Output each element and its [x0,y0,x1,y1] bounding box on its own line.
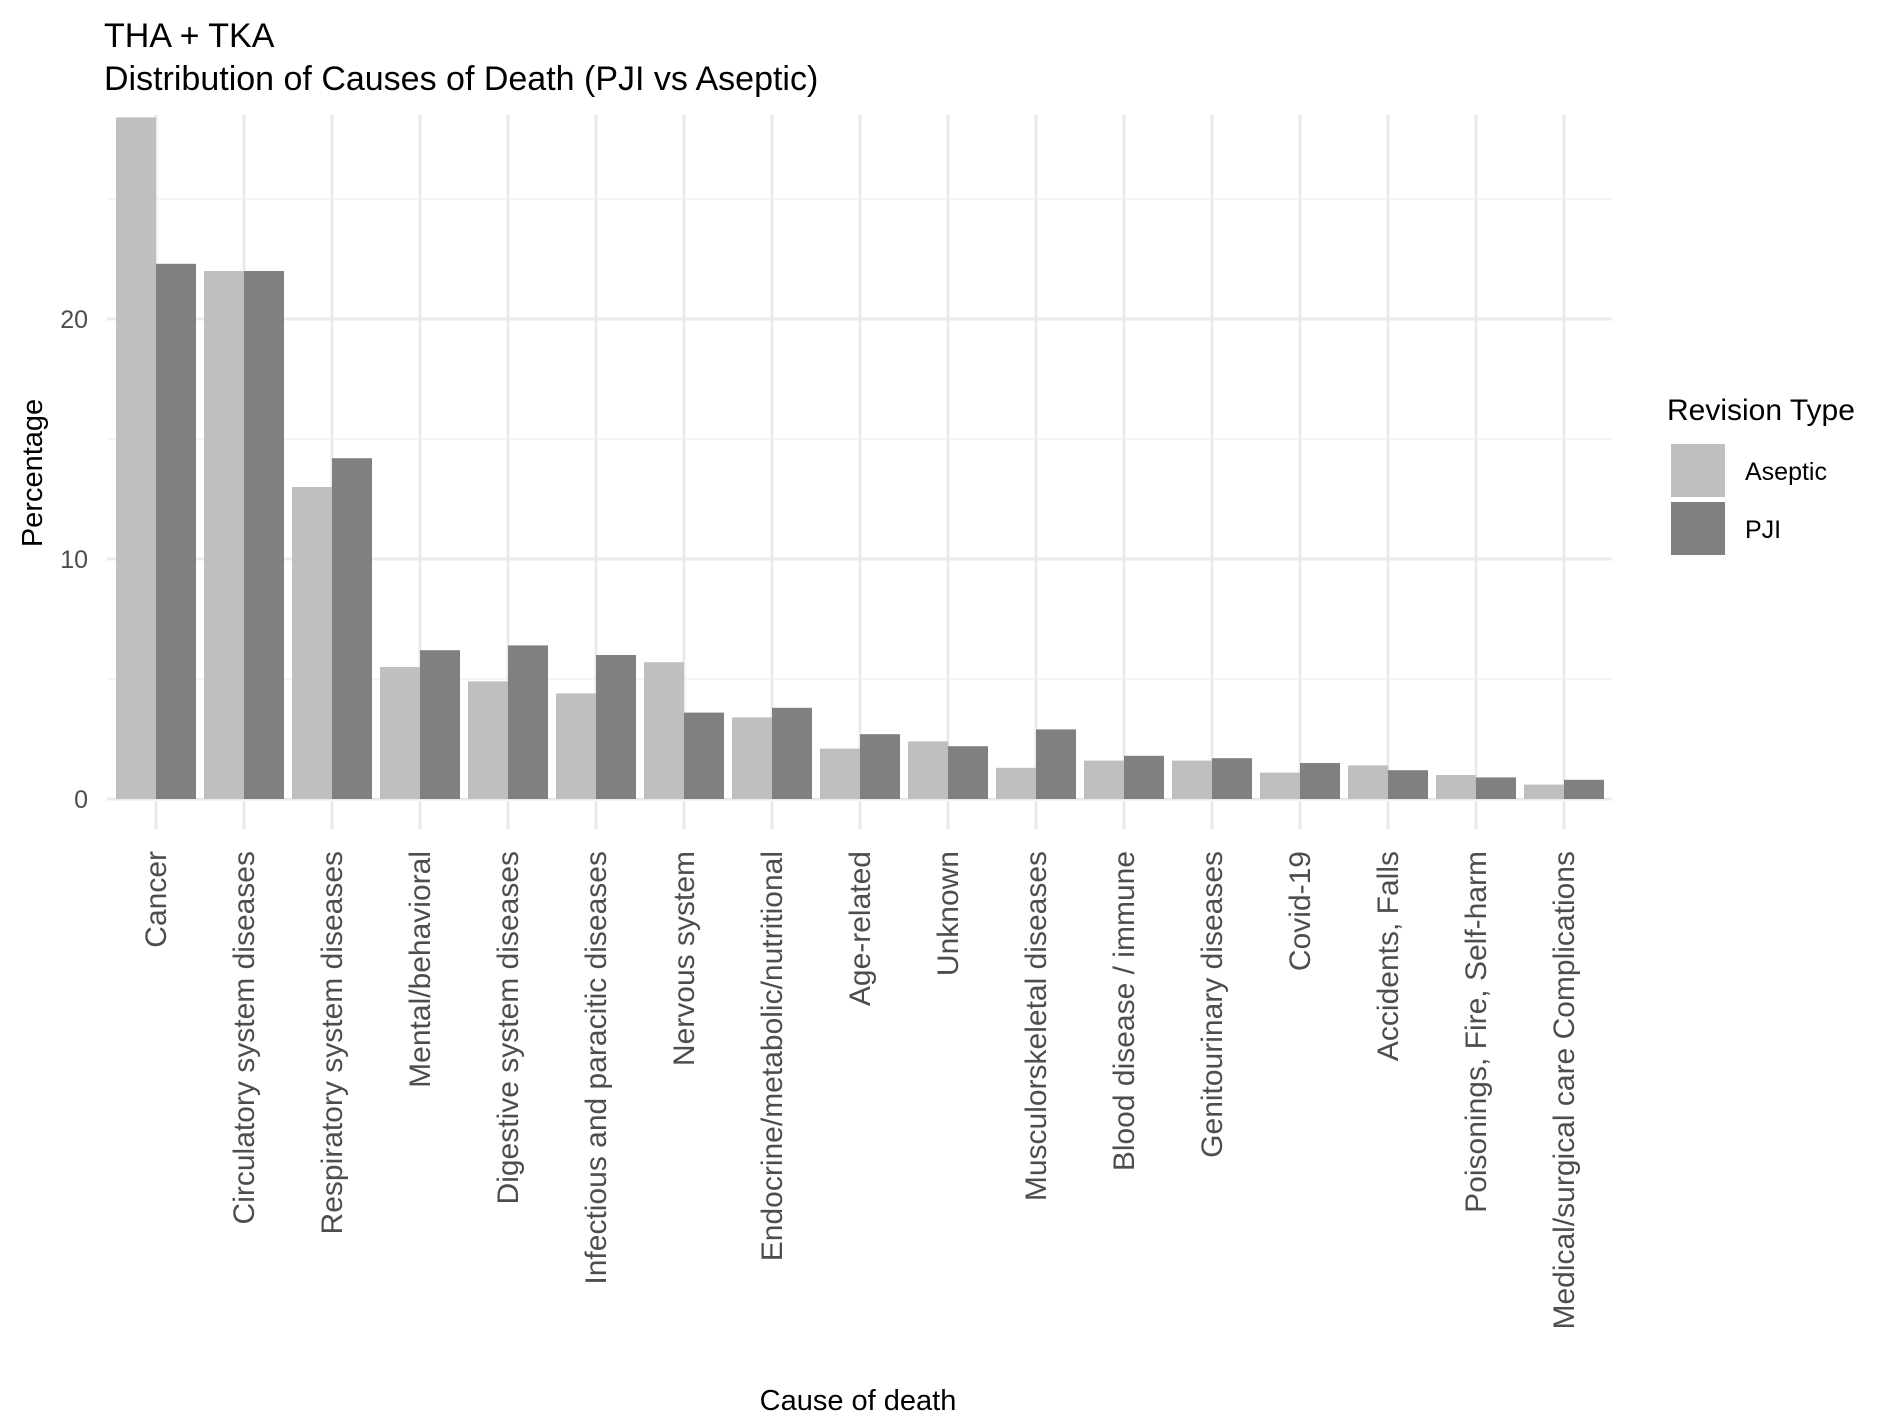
x-tick-label: Blood disease / immune [1108,851,1141,1171]
bar-pji-3 [420,650,460,799]
x-tick-label: Cancer [140,851,173,948]
bar-aseptic-3 [380,667,420,799]
bar-aseptic-8 [820,748,860,799]
x-tick-label: Genitourinary diseases [1196,851,1229,1158]
bar-aseptic-2 [292,487,332,799]
bar-pji-13 [1300,763,1340,799]
bar-aseptic-5 [556,693,596,799]
bar-pji-0 [156,263,196,799]
legend-key-aseptic [1671,444,1725,497]
x-axis: Cancer Circulatory system diseases Respira… [140,801,1581,1330]
x-tick-label: Age-related [844,851,877,1006]
x-tick-label: Nervous system [668,851,701,1066]
x-tick-label: Infectious and paracitic diseases [580,851,613,1285]
bar-aseptic-6 [644,662,684,799]
bar-aseptic-13 [1260,772,1300,799]
bar-pji-4 [508,645,548,799]
y-tick-label: 10 [60,546,88,574]
x-tick-label: Unknown [932,851,965,976]
bar-aseptic-1 [204,271,244,799]
bar-pji-11 [1124,755,1164,799]
legend-label-aseptic: Aseptic [1745,458,1827,486]
x-tick-label: Medical/surgical care Complications [1548,851,1581,1330]
legend-title: Revision Type [1667,394,1855,427]
x-tick-label: Accidents, Falls [1372,851,1405,1061]
bar-pji-8 [860,734,900,799]
x-tick-label: Covid-19 [1284,851,1317,971]
bars [116,117,1604,799]
bar-pji-6 [684,712,724,799]
bar-aseptic-4 [468,681,508,799]
bar-aseptic-12 [1172,760,1212,799]
bar-aseptic-0 [116,117,156,799]
y-axis: 0 10 20 [60,306,88,814]
bar-pji-1 [244,271,284,799]
bar-pji-10 [1036,729,1076,799]
x-tick-label: Circulatory system diseases [228,851,261,1224]
bar-pji-12 [1212,758,1252,799]
y-tick-label: 20 [60,306,88,334]
x-tick-label: Respiratory system diseases [316,851,349,1234]
bar-pji-2 [332,458,372,799]
bar-pji-5 [596,655,636,799]
chart-title: THA + TKA [104,17,275,55]
bar-aseptic-7 [732,717,772,799]
y-tick-label: 0 [74,786,88,814]
bar-aseptic-16 [1524,784,1564,799]
bar-pji-16 [1564,779,1604,799]
bar-pji-15 [1476,777,1516,799]
bar-pji-14 [1388,770,1428,799]
x-tick-label: Digestive system diseases [492,851,525,1204]
bar-aseptic-9 [908,741,948,799]
y-axis-title: Percentage [17,399,49,547]
x-tick-label: Mental/behavioral [404,851,437,1088]
legend-key-pji [1671,502,1725,555]
chart-subtitle: Distribution of Causes of Death (PJI vs … [104,60,818,98]
x-tick-label: Musculorskeletal diseases [1020,851,1053,1201]
x-tick-label: Endocrine/metabolic/nutritional [756,851,789,1261]
bar-pji-7 [772,707,812,799]
bar-aseptic-15 [1436,775,1476,799]
legend: Revision Type Aseptic PJI [1667,394,1855,555]
x-tick-label: Poisonings, Fire, Self-harm [1460,851,1493,1213]
legend-label-pji: PJI [1745,516,1781,544]
bar-aseptic-14 [1348,765,1388,799]
bar-aseptic-10 [996,767,1036,799]
x-axis-title: Cause of death [760,1385,957,1417]
bar-aseptic-11 [1084,760,1124,799]
bar-pji-9 [948,746,988,799]
